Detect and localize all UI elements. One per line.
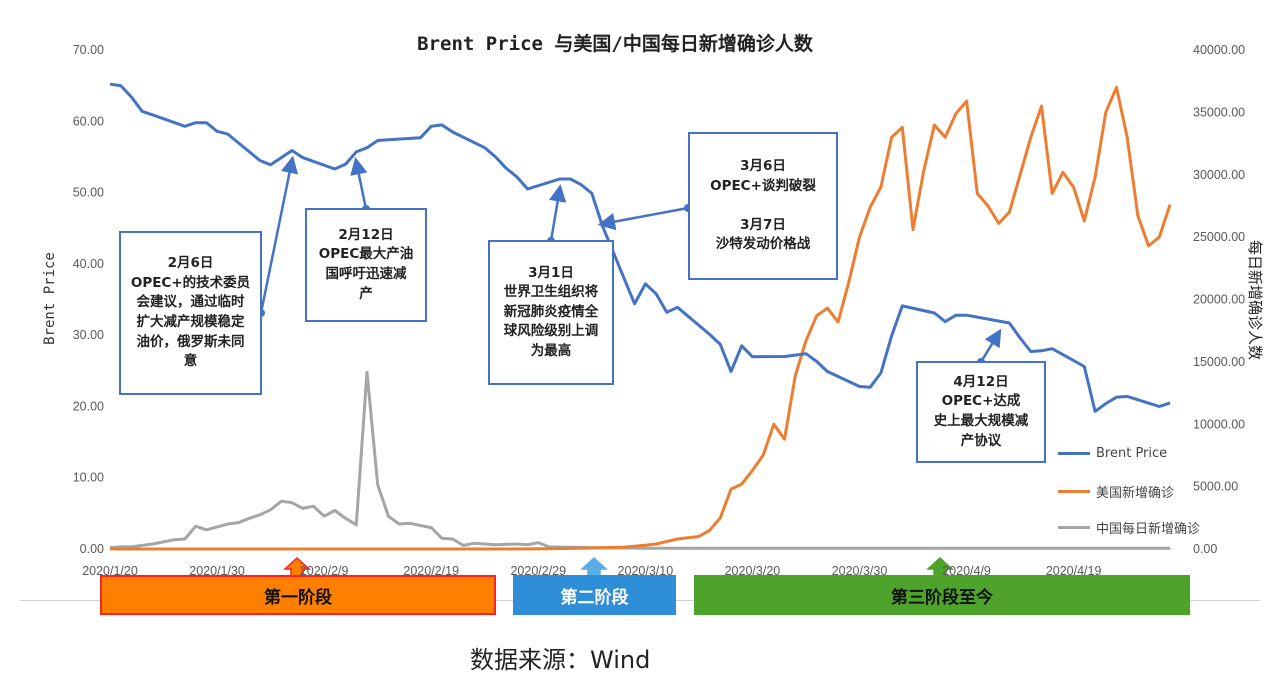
annotation-arrow bbox=[259, 155, 299, 314]
stage-1-bar: 第一阶段 bbox=[100, 575, 496, 615]
annotation-arrow bbox=[979, 328, 1002, 363]
y2-tick-label: 25000.00 bbox=[1193, 230, 1245, 244]
y2-tick-label: 5000.00 bbox=[1193, 480, 1238, 494]
y-tick-label: 70.00 bbox=[73, 43, 104, 57]
annotation-feb12: 2月12日 OPEC最大产油 国呼吁迅速减 产 bbox=[305, 208, 427, 322]
legend-item-china: 中国每日新增确诊 bbox=[1058, 518, 1200, 537]
series-us-line bbox=[110, 85, 1172, 551]
x-tick-label: 2020/4/9 bbox=[942, 564, 991, 578]
y2-tick-label: 10000.00 bbox=[1193, 417, 1245, 431]
stage-2-bar: 第二阶段 bbox=[513, 575, 676, 615]
series-brent-line bbox=[109, 82, 1171, 413]
y2-axis-label: 每日新增确诊人数 bbox=[1246, 240, 1264, 360]
y-tick-label: 20.00 bbox=[73, 399, 104, 413]
y2-tick-label: 0.00 bbox=[1193, 542, 1217, 556]
x-tick-label: 2020/2/29 bbox=[510, 564, 566, 578]
annotation-arrow bbox=[549, 184, 567, 242]
x-tick-label: 2020/3/10 bbox=[618, 564, 674, 578]
annotation-mar6-mar7-text: 3月6日 OPEC+谈判破裂 3月7日 沙特发动价格战 bbox=[710, 158, 816, 253]
x-tick-label: 2020/2/19 bbox=[403, 564, 459, 578]
annotation-mar1: 3月1日 世界卫生组织将 新冠肺炎疫情全 球风险级别上调 为最高 bbox=[488, 240, 614, 385]
x-tick-label: 2020/3/20 bbox=[725, 564, 781, 578]
stage-2-label: 第二阶段 bbox=[560, 587, 629, 608]
tick-labels: 0.00 10.00 20.00 30.00 40.00 50.00 60.00 70.00 0… bbox=[73, 43, 1245, 578]
legend-swatch-china bbox=[1058, 526, 1090, 529]
annotation-feb6-text: 2月6日 OPEC+的技术委员 会建议，通过临时 扩大减产规模稳定 油价，俄罗斯… bbox=[130, 255, 251, 370]
y2-tick-label: 40000.00 bbox=[1193, 43, 1245, 57]
annotation-feb12-text: 2月12日 OPEC最大产油 国呼吁迅速减 产 bbox=[318, 226, 414, 302]
y2-tick-label: 20000.00 bbox=[1193, 293, 1245, 307]
y-tick-label: 50.00 bbox=[73, 186, 104, 200]
y-tick-label: 0.00 bbox=[80, 542, 104, 556]
series-layer bbox=[109, 82, 1172, 551]
annotation-feb6: 2月6日 OPEC+的技术委员 会建议，通过临时 扩大减产规模稳定 油价，俄罗斯… bbox=[119, 231, 262, 395]
legend-label-us: 美国新增确诊 bbox=[1096, 486, 1175, 501]
y2-tick-label: 35000.00 bbox=[1193, 105, 1245, 119]
chart-title: Brent Price 与美国/中国每日新增确诊人数 bbox=[417, 32, 814, 55]
y2-tick-label: 15000.00 bbox=[1193, 355, 1245, 369]
data-source: 数据来源：Wind bbox=[470, 646, 651, 674]
legend-label-china: 中国每日新增确诊 bbox=[1096, 522, 1201, 537]
stage-3-bar: 第三阶段至今 bbox=[694, 575, 1190, 615]
legend-swatch-brent bbox=[1058, 452, 1090, 455]
x-tick-label: 2020/1/20 bbox=[82, 564, 138, 578]
y-tick-label: 40.00 bbox=[73, 257, 104, 271]
legend-swatch-us bbox=[1058, 490, 1090, 493]
y-tick-label: 60.00 bbox=[73, 114, 104, 128]
series-china-line bbox=[109, 370, 1170, 550]
annotation-mar1-text: 3月1日 世界卫生组织将 新冠肺炎疫情全 球风险级别上调 为最高 bbox=[503, 264, 599, 359]
legend-item-brent: Brent Price bbox=[1058, 446, 1167, 461]
annotation-arrow bbox=[350, 157, 368, 210]
x-tick-label: 2020/3/30 bbox=[832, 564, 888, 578]
y2-tick-label: 30000.00 bbox=[1193, 168, 1245, 182]
legend-item-us: 美国新增确诊 bbox=[1058, 482, 1174, 501]
annotation-arrow bbox=[597, 206, 689, 231]
legend-label-brent: Brent Price bbox=[1096, 446, 1168, 461]
x-tick-label: 2020/1/30 bbox=[189, 564, 245, 578]
y-tick-label: 30.00 bbox=[73, 328, 104, 342]
annotation-mar6-mar7: 3月6日 OPEC+谈判破裂 3月7日 沙特发动价格战 bbox=[688, 132, 838, 280]
annotation-apr12-text: 4月12日 OPEC+达成 史上最大规模减 产协议 bbox=[933, 373, 1029, 449]
y-axis-label: Brent Price bbox=[42, 252, 58, 345]
annotation-apr12: 4月12日 OPEC+达成 史上最大规模减 产协议 bbox=[916, 361, 1046, 463]
stage-3-label: 第三阶段至今 bbox=[891, 587, 993, 608]
y-tick-label: 10.00 bbox=[73, 471, 104, 485]
x-tick-label: 2020/2/9 bbox=[300, 564, 349, 578]
stage-1-label: 第一阶段 bbox=[264, 587, 332, 608]
x-tick-label: 2020/4/19 bbox=[1046, 564, 1102, 578]
